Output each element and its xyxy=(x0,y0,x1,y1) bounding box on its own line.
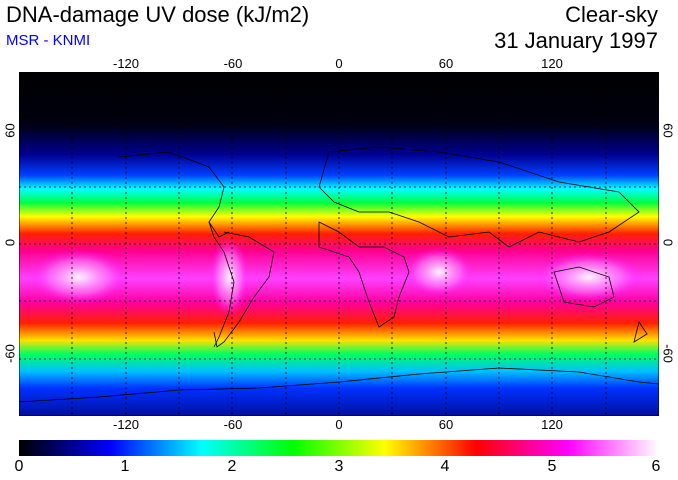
lon-tick-top: 0 xyxy=(335,56,343,71)
colorbar-tick: 2 xyxy=(227,458,237,475)
lat-tick-left: 0 xyxy=(2,238,18,247)
uv-dose-map xyxy=(19,72,659,416)
colorbar xyxy=(19,440,659,456)
peak-dose-area xyxy=(29,249,129,305)
colorbar-tick: 1 xyxy=(120,458,130,475)
lon-tick-bottom: 120 xyxy=(541,417,563,432)
peak-dose-area xyxy=(534,252,644,302)
lat-tick-right: 0 xyxy=(660,238,676,247)
lat-tick-right: -60 xyxy=(660,344,676,363)
lon-tick-bottom: 0 xyxy=(335,417,343,432)
map-title: DNA-damage UV dose (kJ/m2) xyxy=(6,2,310,27)
colorbar-tick: 3 xyxy=(334,458,344,475)
data-source-label: MSR - KNMI xyxy=(6,32,91,49)
colorbar-tick: 5 xyxy=(547,458,557,475)
sky-condition-label: Clear-sky xyxy=(565,2,658,27)
peak-dose-area xyxy=(209,237,249,317)
lat-tick-left: 60 xyxy=(2,123,18,138)
lon-tick-top: -60 xyxy=(223,56,243,71)
colorbar-tick: 0 xyxy=(14,458,24,475)
lon-tick-top: 60 xyxy=(438,56,454,71)
peak-dose-area xyxy=(404,247,474,297)
lon-tick-top: 120 xyxy=(541,56,563,71)
date-label: 31 January 1997 xyxy=(494,28,658,53)
colorbar-tick: 4 xyxy=(440,458,450,475)
lon-tick-bottom: -120 xyxy=(112,417,140,432)
graticule xyxy=(19,72,659,416)
lon-tick-bottom: 60 xyxy=(438,417,454,432)
lon-tick-top: -120 xyxy=(112,56,140,71)
coastlines xyxy=(19,146,659,403)
lat-tick-left: -60 xyxy=(2,344,18,363)
colorbar-tick: 6 xyxy=(651,458,661,475)
lon-tick-bottom: -60 xyxy=(223,417,243,432)
lat-tick-right: 60 xyxy=(660,123,676,138)
